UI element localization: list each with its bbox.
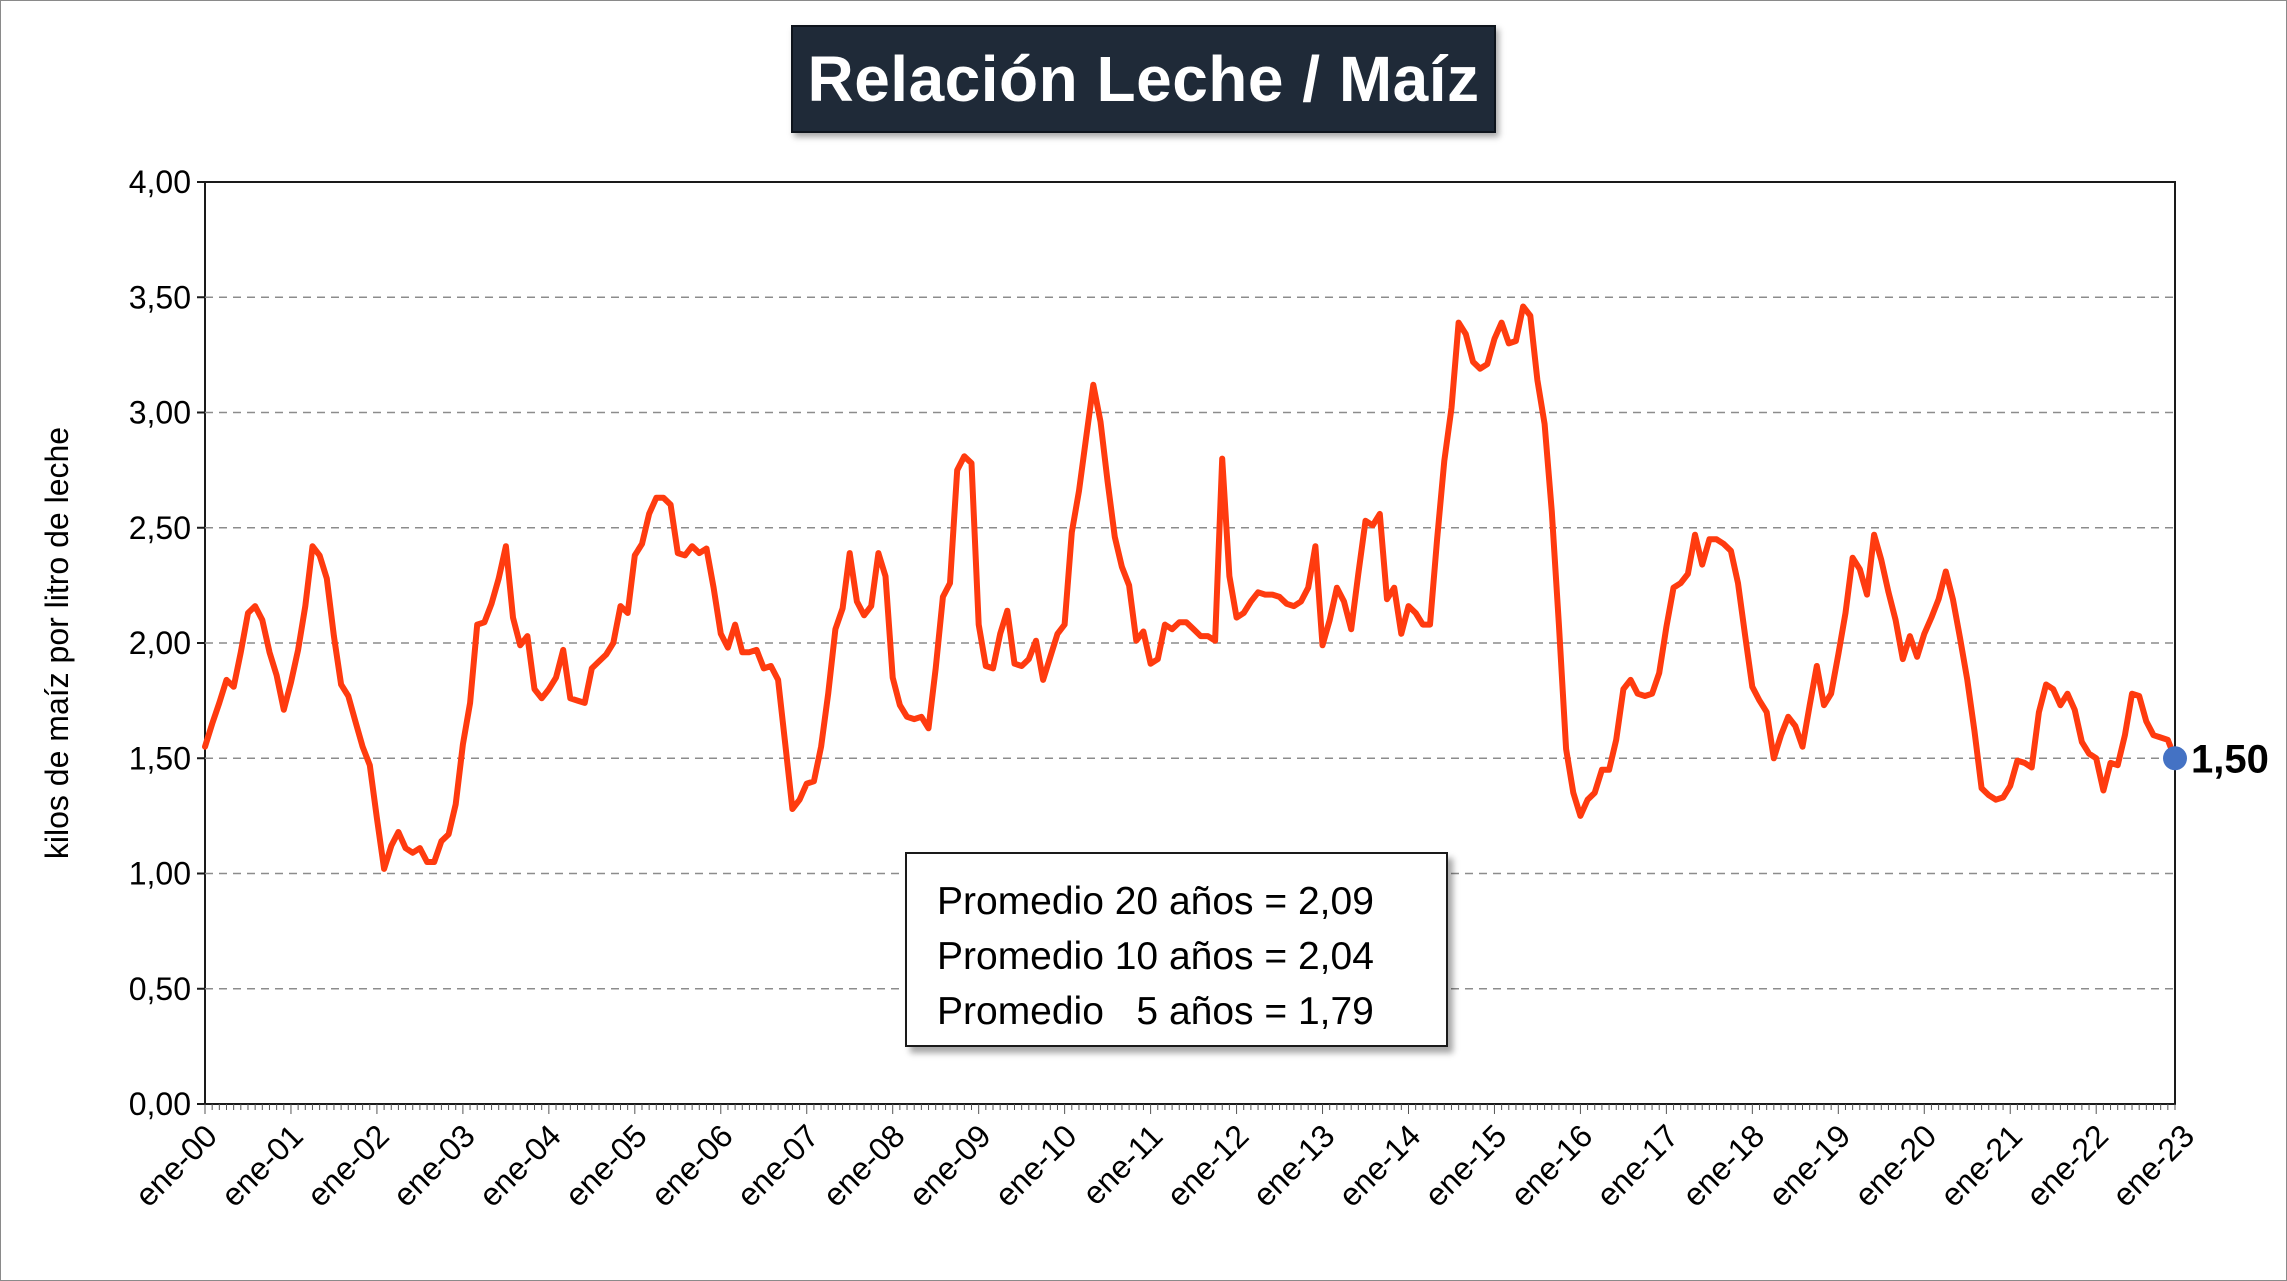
last-value-marker xyxy=(2163,746,2187,771)
x-tick-label: ene-04 xyxy=(472,1117,568,1213)
x-tick-label: ene-22 xyxy=(2019,1117,2115,1213)
average-10-years: Promedio 10 años = 2,04 xyxy=(937,935,1374,978)
y-tick-label: 3,50 xyxy=(129,279,191,315)
y-tick-label: 2,50 xyxy=(129,510,191,546)
x-tick-label: ene-01 xyxy=(214,1117,310,1213)
y-tick-label: 1,00 xyxy=(129,856,191,892)
y-tick-label: 0,50 xyxy=(129,971,191,1007)
y-tick-label: 1,50 xyxy=(129,740,191,776)
y-tick-label: 3,00 xyxy=(129,395,191,431)
x-tick-label: ene-16 xyxy=(1503,1117,1599,1213)
x-tick-label: ene-10 xyxy=(988,1117,1084,1213)
y-tick-label: 4,00 xyxy=(129,164,191,200)
last-value-label: 1,50 xyxy=(2191,737,2269,781)
averages-annotation-box: Promedio 20 años = 2,09 Promedio 10 años… xyxy=(905,852,1448,1047)
average-20-years: Promedio 20 años = 2,09 xyxy=(937,880,1374,923)
series-layer xyxy=(202,303,2178,872)
average-5-years: Promedio 5 años = 1,79 xyxy=(937,990,1374,1033)
x-tick-label: ene-00 xyxy=(128,1117,224,1213)
y-axis-ticks: 0,00 0,50 1,00 1,50 2,00 2,50 3,00 3,50 4,00 xyxy=(129,164,205,1122)
x-tick-label: ene-02 xyxy=(300,1117,396,1213)
x-tick-label: ene-11 xyxy=(1075,1117,1169,1211)
x-tick-label: ene-18 xyxy=(1675,1117,1771,1213)
x-tick-label: ene-21 xyxy=(1933,1117,2029,1213)
x-tick-label: ene-19 xyxy=(1761,1117,1857,1213)
x-tick-label: ene-03 xyxy=(386,1117,482,1213)
chart-title-box: Relación Leche / Maíz xyxy=(791,25,1496,133)
x-tick-label: ene-14 xyxy=(1332,1117,1428,1213)
y-tick-label: 2,00 xyxy=(129,625,191,661)
x-tick-label: ene-17 xyxy=(1589,1117,1685,1213)
x-tick-label: ene-08 xyxy=(816,1117,912,1213)
x-tick-label: ene-23 xyxy=(2105,1117,2201,1213)
x-tick-label: ene-07 xyxy=(730,1117,826,1213)
x-tick-label: ene-12 xyxy=(1160,1117,1256,1213)
x-tick-label: ene-13 xyxy=(1246,1117,1342,1213)
y-axis-label: kilos de maíz por litro de leche xyxy=(39,427,75,859)
series-line xyxy=(202,303,2178,872)
y-tick-label: 0,00 xyxy=(129,1086,191,1122)
x-tick-label: ene-06 xyxy=(644,1117,740,1213)
chart-title: Relación Leche / Maíz xyxy=(807,43,1480,115)
x-tick-label: ene-09 xyxy=(902,1117,998,1213)
x-axis-ticks: ene-00ene-01ene-02ene-03ene-04ene-05ene-… xyxy=(128,1104,2201,1213)
x-tick-label: ene-05 xyxy=(558,1117,654,1213)
x-tick-label: ene-15 xyxy=(1417,1117,1513,1213)
x-tick-label: ene-20 xyxy=(1847,1117,1943,1213)
